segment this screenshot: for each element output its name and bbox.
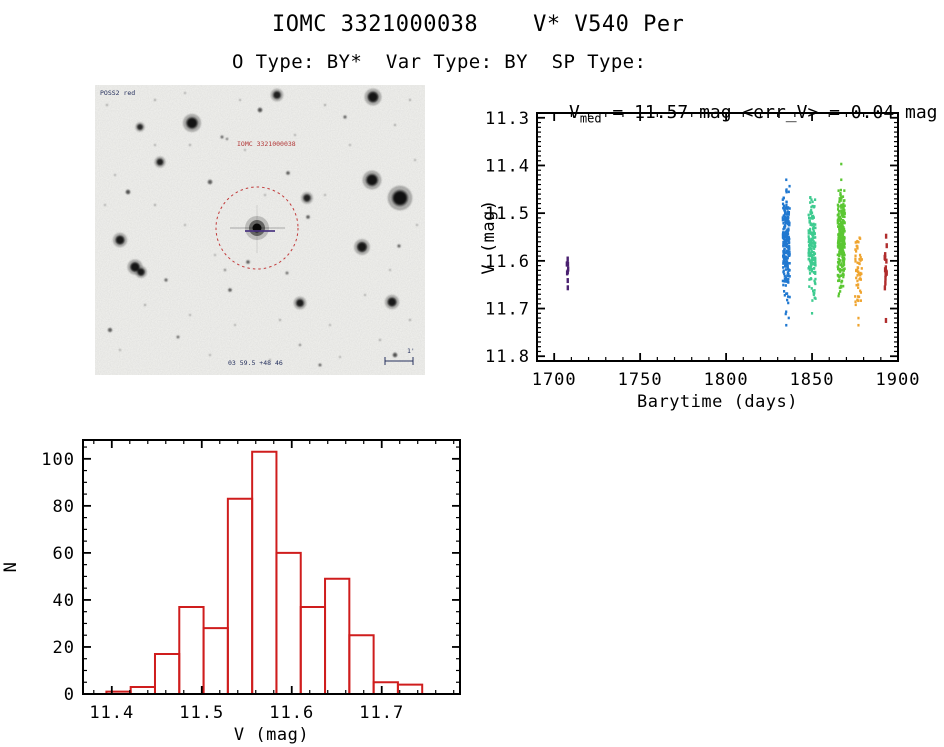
hist-y-tick-label: 60 xyxy=(53,544,75,564)
hist-ylabel: N xyxy=(1,562,21,573)
x-tick-label: 1900 xyxy=(876,370,921,390)
y-tick-label: 11.4 xyxy=(485,156,530,176)
hist-x-tick-label: 11.7 xyxy=(359,703,404,723)
star-field-image: POSS2 red IOMC 3321000038 03 59.5 +48 46… xyxy=(95,85,425,375)
target-star-marker xyxy=(230,205,285,253)
y-tick-label: 11.7 xyxy=(485,300,530,320)
stars-layer xyxy=(104,88,418,367)
hist-y-tick-label: 80 xyxy=(53,497,75,517)
y-tick-label: 11.8 xyxy=(485,347,530,367)
lightcurve-canvas: 1700 1750 1800 1850 1900 11.3 11.4 11.5 11.6 11.7… xyxy=(479,109,921,412)
hist-xlabel: V (mag) xyxy=(234,725,309,745)
hist-y-tick-label: 0 xyxy=(64,685,75,705)
hist-x-tick-label: 11.4 xyxy=(89,703,134,723)
x-tick-label: 1800 xyxy=(704,370,749,390)
scale-bar: 1' xyxy=(384,347,415,365)
hist-y-tick-label: 20 xyxy=(53,638,75,658)
hist-x-tick-label: 11.5 xyxy=(179,703,224,723)
target-label: IOMC 3321000038 xyxy=(237,140,296,148)
lightcurve-panel: Vmed = 11.57 mag <err_V> = 0.04 mag 1700… xyxy=(479,85,944,425)
scatter-xlabel: Barytime (days) xyxy=(637,392,798,412)
x-tick-label: 1750 xyxy=(618,370,663,390)
page-title: IOMC 3321000038 V* V540 Per xyxy=(272,12,685,37)
scale-bar-label: 1' xyxy=(407,347,415,355)
y-tick-label: 11.6 xyxy=(485,252,530,272)
survey-label: POSS2 red xyxy=(100,89,135,97)
target-circle xyxy=(215,186,299,270)
lightcurve-title-sub: med xyxy=(579,111,602,126)
finder-chart-panel: POSS2 red IOMC 3321000038 03 59.5 +48 46… xyxy=(95,85,425,375)
lightcurve-title: Vmed = 11.57 mag <err_V> = 0.04 mag xyxy=(504,86,938,143)
scatter-ylabel: V (mag) xyxy=(480,199,499,274)
x-tick-label: 1850 xyxy=(790,370,835,390)
x-tick-label: 1700 xyxy=(532,370,577,390)
histogram-panel: 11.4 11.5 11.6 11.7 0 20 40 60 80 100 V (mag) N xyxy=(0,430,480,747)
y-tick-label: 11.5 xyxy=(485,204,530,224)
lightcurve-title-rest: = 11.57 mag <err_V> = 0.04 mag xyxy=(601,102,938,123)
lightcurve-title-var: V xyxy=(569,102,580,123)
hist-y-tick-label: 100 xyxy=(41,450,75,470)
hist-y-tick-label: 40 xyxy=(53,591,75,611)
y-tick-label: 11.3 xyxy=(485,109,530,129)
histogram-canvas: 11.4 11.5 11.6 11.7 0 20 40 60 80 100 V (mag) N xyxy=(1,439,461,745)
coords-label: 03 59.5 +48 46 xyxy=(228,359,283,367)
page-subtitle: O Type: BY* Var Type: BY SP Type: xyxy=(232,51,647,73)
hist-x-tick-label: 11.6 xyxy=(269,703,314,723)
